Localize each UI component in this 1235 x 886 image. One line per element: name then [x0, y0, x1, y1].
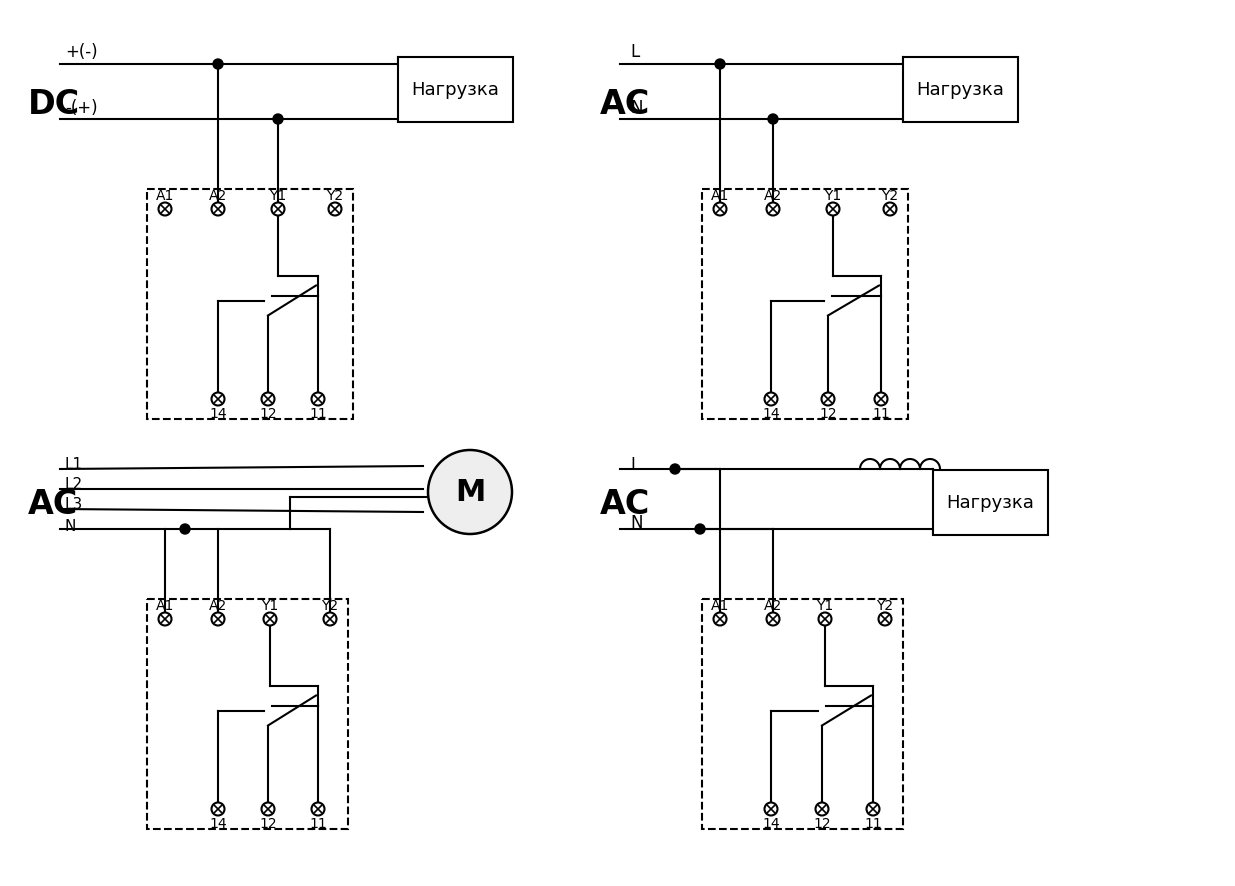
Text: Нагрузка: Нагрузка — [916, 81, 1004, 99]
Text: N: N — [65, 519, 77, 534]
Text: 12: 12 — [259, 407, 277, 421]
Text: 11: 11 — [309, 407, 327, 421]
Text: 12: 12 — [259, 816, 277, 830]
Text: -(+): -(+) — [65, 99, 98, 117]
Text: DC: DC — [28, 89, 80, 121]
Circle shape — [671, 464, 680, 475]
Bar — [147, 599, 348, 829]
Circle shape — [262, 803, 274, 816]
Circle shape — [311, 393, 325, 406]
Circle shape — [273, 115, 283, 125]
Text: L2: L2 — [65, 477, 83, 492]
Circle shape — [211, 393, 225, 406]
Text: +(-): +(-) — [65, 43, 98, 61]
Circle shape — [764, 803, 778, 816]
Text: Y2: Y2 — [326, 189, 343, 203]
Circle shape — [874, 393, 888, 406]
Text: 11: 11 — [864, 816, 882, 830]
Text: AC: AC — [28, 488, 78, 521]
Text: Y2: Y2 — [877, 598, 894, 612]
Bar — [701, 190, 908, 420]
Text: L1: L1 — [65, 457, 83, 472]
Circle shape — [211, 803, 225, 816]
Text: N: N — [630, 513, 642, 532]
Text: N: N — [630, 99, 642, 117]
Circle shape — [180, 525, 190, 534]
Circle shape — [695, 525, 705, 534]
Text: 14: 14 — [209, 407, 227, 421]
Bar — [398, 58, 513, 122]
Text: L: L — [630, 455, 640, 473]
Text: 14: 14 — [209, 816, 227, 830]
Circle shape — [324, 613, 336, 626]
Text: A2: A2 — [209, 189, 227, 203]
Circle shape — [815, 803, 829, 816]
Text: Y1: Y1 — [816, 598, 834, 612]
Text: L3: L3 — [65, 497, 83, 512]
Text: A2: A2 — [209, 598, 227, 612]
Bar — [903, 58, 1018, 122]
Text: Y2: Y2 — [882, 189, 899, 203]
Circle shape — [263, 613, 277, 626]
Bar — [701, 599, 903, 829]
Circle shape — [883, 203, 897, 216]
Circle shape — [158, 203, 172, 216]
Text: A1: A1 — [711, 598, 729, 612]
Circle shape — [767, 203, 779, 216]
Text: L: L — [630, 43, 640, 61]
Circle shape — [262, 393, 274, 406]
Text: AC: AC — [600, 488, 651, 521]
Circle shape — [821, 393, 835, 406]
Text: A2: A2 — [764, 598, 782, 612]
Text: 12: 12 — [813, 816, 831, 830]
Circle shape — [819, 613, 831, 626]
Circle shape — [429, 450, 513, 534]
Text: Нагрузка: Нагрузка — [946, 494, 1034, 511]
Text: A1: A1 — [156, 598, 174, 612]
Circle shape — [211, 613, 225, 626]
Circle shape — [714, 613, 726, 626]
Text: M: M — [454, 478, 485, 507]
Circle shape — [764, 393, 778, 406]
Circle shape — [715, 60, 725, 70]
Text: A1: A1 — [711, 189, 729, 203]
Text: 11: 11 — [872, 407, 890, 421]
Text: Y1: Y1 — [825, 189, 841, 203]
Circle shape — [212, 60, 224, 70]
Circle shape — [878, 613, 892, 626]
Circle shape — [768, 115, 778, 125]
Text: A2: A2 — [764, 189, 782, 203]
Text: A1: A1 — [156, 189, 174, 203]
Circle shape — [714, 203, 726, 216]
Text: 11: 11 — [309, 816, 327, 830]
Text: Y2: Y2 — [321, 598, 338, 612]
Text: AC: AC — [600, 89, 651, 121]
Text: 12: 12 — [819, 407, 837, 421]
Text: 14: 14 — [762, 407, 779, 421]
Text: Нагрузка: Нагрузка — [411, 81, 499, 99]
Circle shape — [211, 203, 225, 216]
Text: 14: 14 — [762, 816, 779, 830]
Bar — [932, 470, 1047, 535]
Circle shape — [826, 203, 840, 216]
Text: Y1: Y1 — [269, 189, 287, 203]
Circle shape — [867, 803, 879, 816]
Circle shape — [272, 203, 284, 216]
Text: Y1: Y1 — [262, 598, 279, 612]
Circle shape — [329, 203, 342, 216]
Circle shape — [767, 613, 779, 626]
Bar — [147, 190, 353, 420]
Circle shape — [158, 613, 172, 626]
Circle shape — [311, 803, 325, 816]
